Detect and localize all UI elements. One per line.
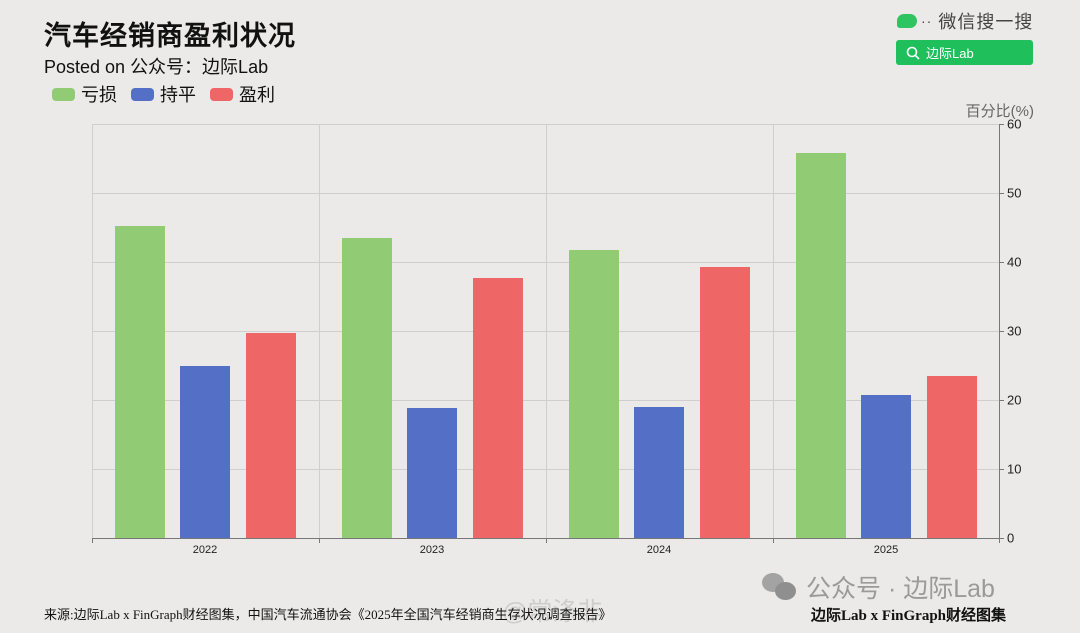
account-watermark: 公众号 · 边际Lab [762,569,995,605]
y-tick [999,469,1004,470]
gridline-60 [92,124,999,125]
y-tick-label-0: 0 [1007,530,1015,546]
y-tick-label-10: 10 [1007,461,1022,477]
y-tick [999,400,1004,401]
wechat-dots-icon: ·· [921,13,933,29]
bar-series [92,124,999,538]
y-tick-label-60: 60 [1007,116,1022,132]
legend-swatch-profit [210,87,233,101]
credit-note: 边际Lab x FinGraph财经图集 [811,608,1007,624]
bar-2024-2[interactable] [700,266,750,538]
bar-2022-2[interactable] [246,333,296,538]
gridline-v3 [773,124,774,538]
legend-swatch-breakeven [131,87,154,101]
wechat-search-text: 微信搜一搜 [938,12,1034,32]
bar-2024-1[interactable] [634,406,684,538]
source-note: 来源:边际Lab x FinGraph财经图集，中国汽车流通协会《2025年全国… [44,607,612,622]
x-tick [92,538,93,543]
bar-2023-0[interactable] [342,237,392,538]
x-tick [773,538,774,543]
y-tick [999,331,1004,332]
legend-swatch-loss [52,87,75,101]
y-tick [999,262,1004,263]
x-tick-label-2024: 2024 [646,544,672,556]
wechat-icon [897,14,917,28]
weibo-watermark: @常涤非 [502,598,603,626]
gridline-30 [92,331,999,332]
wechat-watermark-icon [762,573,798,601]
x-tick-label-2023: 2023 [419,544,445,556]
x-tick [319,538,320,543]
x-tick-label-2022: 2022 [192,544,218,556]
search-box-text: 边际Lab [926,46,974,61]
bar-2025-1[interactable] [861,395,911,538]
gridline-v0 [92,124,93,538]
bar-2023-2[interactable] [473,277,523,538]
y-tick-label-30: 30 [1007,323,1022,339]
legend-label-loss: 亏损 [81,85,117,105]
x-tick [546,538,547,543]
bar-2022-1[interactable] [180,366,230,538]
bar-2023-1[interactable] [407,408,457,538]
bar-2025-0[interactable] [796,152,846,538]
plot-area: 0 10 20 30 40 50 60 2022 2023 2024 2025 [92,117,1021,556]
x-tick-label-2025: 2025 [873,544,899,556]
gridline-50 [92,193,999,194]
y-tick [999,124,1004,125]
y-tick-label-50: 50 [1007,185,1022,201]
chart-subtitle: Posted on 公众号：边际Lab [44,57,269,77]
gridline-v1 [319,124,320,538]
search-icon [906,46,920,60]
legend-item-breakeven[interactable]: 持平 [131,81,196,107]
legend-item-loss[interactable]: 亏损 [52,81,117,107]
y-tick [999,193,1004,194]
bar-2024-0[interactable] [569,250,619,538]
y-tick-label-40: 40 [1007,254,1022,270]
gridline-10 [92,469,999,470]
legend: 亏损 持平 盈利 [52,81,275,107]
y-tick [999,538,1004,539]
gridline-40 [92,262,999,263]
x-tick [999,538,1000,543]
gridline-v2 [546,124,547,538]
y-axis-label: 百分比(%) [965,103,1034,120]
gridline-20 [92,400,999,401]
y-tick-label-20: 20 [1007,392,1022,408]
wechat-search-box[interactable]: 边际Lab [896,40,1033,65]
chart-title: 汽车经销商盈利状况 [44,21,296,51]
legend-label-profit: 盈利 [239,85,275,105]
legend-item-profit[interactable]: 盈利 [210,81,275,107]
account-watermark-text: 公众号 · 边际Lab [806,575,995,603]
bar-2025-2[interactable] [927,375,977,538]
wechat-search-label: ·· 微信搜一搜 [897,8,1033,34]
legend-label-breakeven: 持平 [160,85,196,105]
bar-2022-0[interactable] [115,226,165,538]
